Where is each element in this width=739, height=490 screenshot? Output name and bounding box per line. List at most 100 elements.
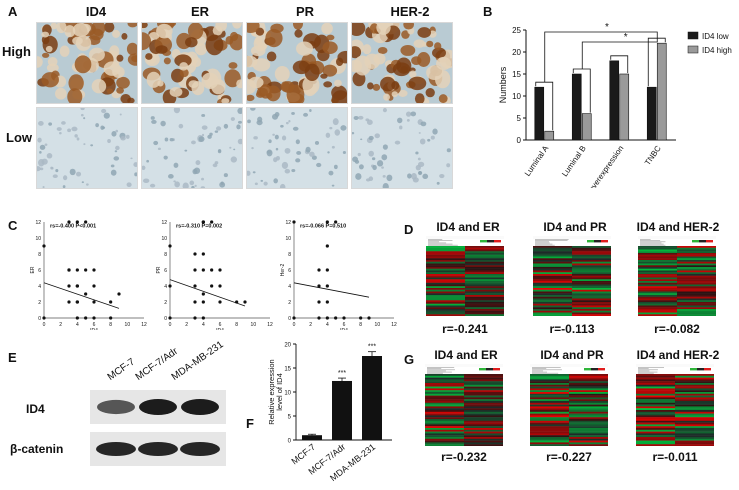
b-group-bracket [535, 81, 554, 131]
heatmap-cell [638, 277, 678, 280]
heatmap-cell [675, 374, 714, 376]
heatmap-cell [636, 401, 676, 403]
heatmap-cell [425, 402, 465, 405]
heatmap-cell [677, 267, 716, 269]
heatmap-cell [569, 437, 608, 439]
heatmap-cell [636, 437, 676, 439]
heatmap-cell [464, 426, 503, 429]
heatmap-cell [426, 246, 466, 248]
c-data-point [201, 292, 205, 296]
heatmap-cell [572, 296, 611, 299]
heatmap-cell [569, 433, 608, 436]
heatmap-cell [638, 281, 678, 283]
heatmap-cell [533, 261, 573, 264]
heatmap-cell [572, 256, 611, 259]
heatmap-g-r-pr: r=-0.227 [546, 450, 592, 464]
heatmap-cell [677, 253, 716, 255]
heatmap-cell [426, 261, 466, 264]
heatmap-cell [530, 406, 570, 409]
heatmap-cell [638, 289, 678, 292]
heatmap-caption-line [428, 240, 453, 241]
western-blot [90, 390, 226, 466]
heatmap-cell [533, 258, 573, 261]
heatmap-cell [465, 272, 504, 275]
c-stat-label: rs=-0.066 P=0.510 [300, 224, 346, 230]
heatmap-cell [530, 417, 570, 420]
heatmap-cell [636, 435, 676, 438]
heatmap-cell [636, 393, 676, 396]
heatmap-cell [426, 268, 466, 271]
c-data-point [210, 268, 214, 272]
c-y-tick-label: 12 [161, 220, 167, 226]
heatmap-cell [530, 431, 570, 434]
c-data-point [75, 300, 79, 304]
c-x-tick-label: 6 [93, 322, 96, 328]
heatmap-cell [569, 428, 608, 430]
ihc-image-pr-low [246, 107, 348, 189]
heatmap-cell [533, 314, 573, 316]
heatmap-g-r-er: r=-0.232 [441, 450, 487, 464]
heatmap-cell [636, 410, 676, 412]
f-y-tick-label: 5 [288, 415, 292, 421]
heatmap-cell [426, 303, 466, 306]
heatmap-cell [464, 410, 503, 412]
heatmap-cell [569, 401, 608, 403]
heatmap-cell [572, 300, 611, 303]
heatmap-cell [572, 258, 611, 261]
heatmap-cell [675, 384, 714, 387]
c-y-axis-label: PR [156, 266, 162, 273]
heatmap-cell [426, 314, 466, 316]
heatmap-cell [638, 258, 678, 261]
heatmap-cell [675, 424, 714, 427]
heatmap-cell [533, 288, 573, 290]
heatmap-cell [533, 277, 573, 280]
ihc-column-her2: HER-2 [390, 4, 430, 19]
heatmap-caption-line [638, 372, 654, 374]
heatmap-cell [426, 249, 466, 252]
heatmap-cell [638, 314, 678, 316]
f-bar [332, 380, 352, 440]
c-data-point [193, 300, 197, 304]
heatmap-color-key [494, 240, 501, 243]
heatmap-caption-line [640, 242, 662, 244]
heatmap-cell [636, 384, 676, 387]
heatmap-cell [426, 305, 466, 308]
heatmap-color-key [493, 368, 500, 371]
heatmap-cell [675, 395, 714, 398]
heatmap-cell [465, 279, 504, 282]
c-y-tick-label: 8 [288, 252, 291, 258]
c-data-point [193, 316, 197, 320]
heatmap-color-key [487, 240, 494, 243]
heatmap-cell [425, 429, 465, 432]
heatmap-cell [677, 246, 716, 248]
heatmap-cell [425, 417, 465, 420]
heatmap-cell [426, 247, 466, 250]
heatmap-cell [533, 254, 573, 257]
heatmap-cell [464, 384, 503, 387]
heatmap-cell [638, 260, 678, 262]
c-x-axis-label: ID4 [340, 328, 348, 330]
heatmap-cell [464, 406, 503, 409]
heatmap-color-key [692, 240, 699, 243]
heatmap-cell [530, 388, 570, 391]
c-data-point [317, 300, 321, 304]
heatmap-cell [677, 268, 716, 271]
heatmap-cell [677, 274, 716, 276]
heatmap-cell [425, 411, 465, 414]
heatmap-cell [675, 381, 714, 384]
heatmap-cell [677, 277, 716, 280]
b-legend-label: ID4 low [702, 32, 729, 41]
heatmap-cell [464, 390, 503, 393]
heatmap-cell [465, 286, 504, 289]
heatmap-cell [533, 291, 573, 294]
heatmap-cell [464, 395, 503, 398]
heatmap-cell [636, 426, 676, 429]
c-y-tick-label: 8 [164, 252, 167, 258]
panel-letter-e: E [8, 350, 17, 365]
b-category-label: TNBC [643, 144, 663, 167]
heatmap-cell [426, 265, 466, 268]
c-x-tick-label: 4 [326, 322, 329, 328]
heatmap-cell [533, 296, 573, 299]
heatmap-cell [533, 300, 573, 303]
